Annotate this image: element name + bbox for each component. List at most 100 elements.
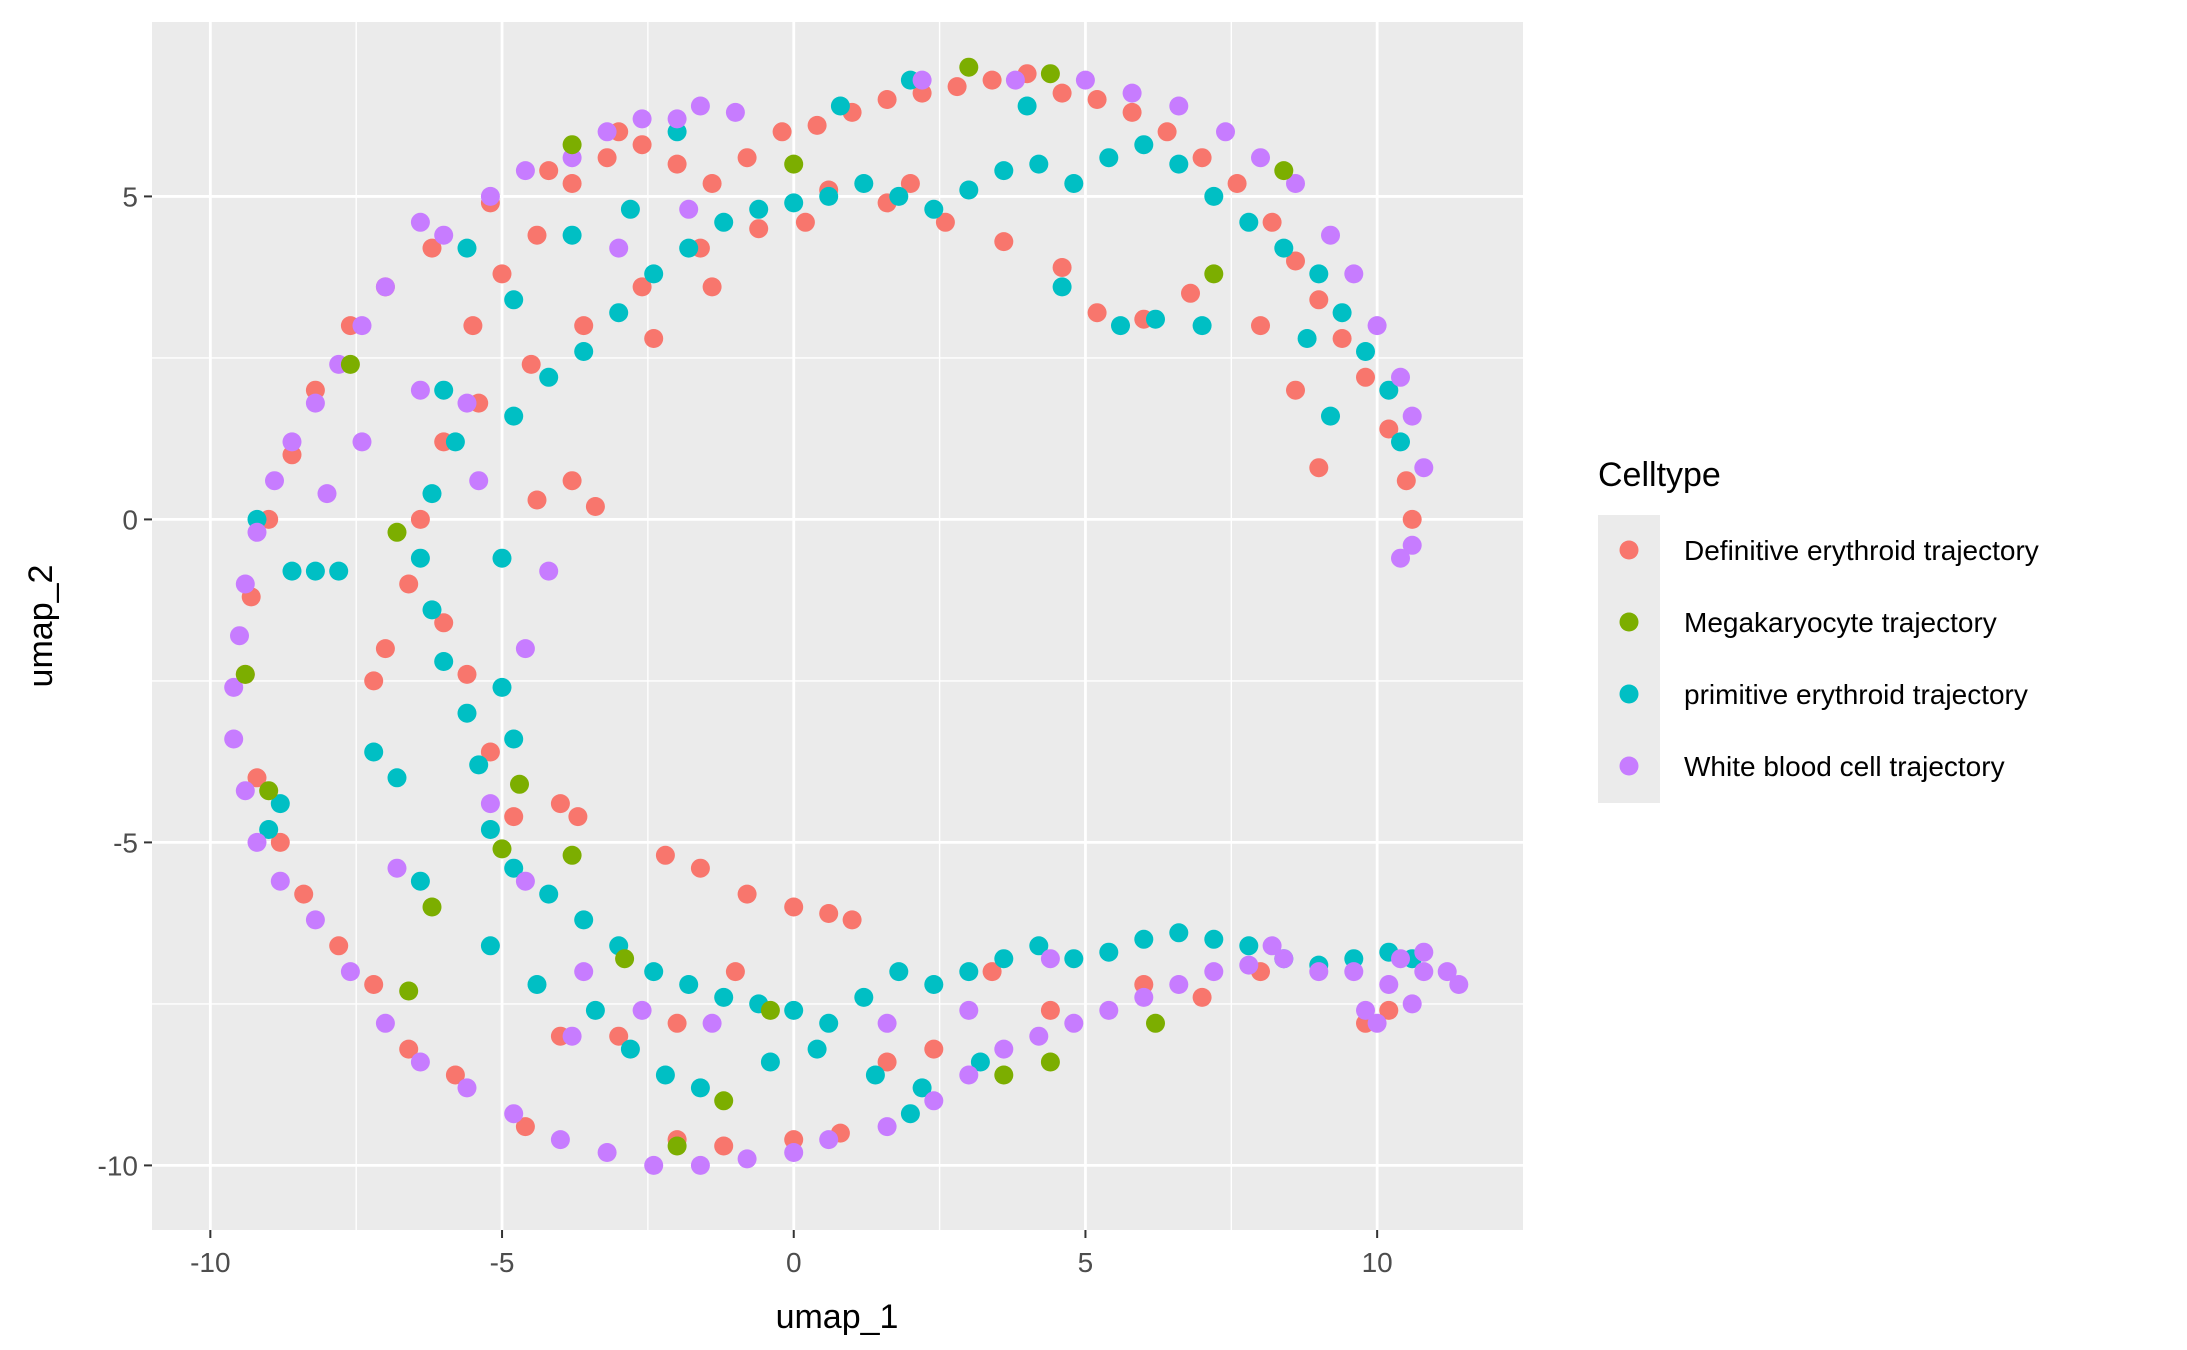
data-point [959, 962, 979, 982]
data-point [515, 639, 535, 659]
data-point [539, 161, 559, 181]
data-point [434, 225, 454, 245]
data-point [784, 154, 804, 174]
data-point [1391, 432, 1410, 452]
data-point [1286, 380, 1305, 400]
data-point [784, 1000, 804, 1020]
data-point [457, 393, 477, 413]
data-points [224, 57, 1469, 1175]
data-point [1402, 994, 1422, 1014]
data-point [1402, 535, 1422, 555]
series-definitive-erythroid-trajectory [235, 64, 1422, 1156]
data-point [1064, 949, 1084, 969]
data-point [282, 561, 302, 581]
data-point [1356, 367, 1375, 387]
data-point [527, 975, 547, 994]
data-point [1134, 987, 1154, 1007]
data-point [900, 1104, 920, 1124]
data-point [445, 432, 465, 452]
x-tick-label: 5 [1078, 1247, 1094, 1278]
legend-label: primitive erythroid trajectory [1684, 679, 2028, 710]
data-point [504, 406, 524, 426]
legend-key-background [1598, 515, 1660, 803]
data-point [1040, 949, 1060, 969]
data-point [1309, 290, 1329, 310]
data-point [1391, 367, 1410, 387]
data-point [889, 962, 909, 982]
data-point [1286, 174, 1305, 193]
y-tick-label: -10 [98, 1150, 138, 1181]
data-point [609, 1026, 629, 1046]
data-point [1262, 936, 1282, 956]
data-point [1379, 1000, 1399, 1020]
data-point [784, 1143, 804, 1162]
data-point [387, 768, 407, 788]
data-point [492, 264, 512, 284]
data-point [690, 1155, 710, 1175]
data-point [1040, 1052, 1060, 1072]
data-point [1379, 380, 1399, 400]
data-point [235, 664, 255, 684]
data-point [1402, 509, 1422, 529]
data-point [690, 858, 710, 878]
data-point [947, 77, 967, 97]
plot-panel [152, 22, 1523, 1230]
data-point [469, 471, 489, 491]
data-point [574, 910, 594, 930]
data-point [562, 845, 582, 865]
data-point [982, 962, 1002, 982]
data-point [1040, 64, 1060, 84]
data-point [632, 135, 652, 155]
data-point [247, 832, 267, 852]
data-point [807, 115, 827, 135]
data-point [1227, 174, 1247, 193]
data-point [224, 677, 244, 697]
data-point [469, 755, 489, 775]
data-point [1052, 258, 1072, 277]
data-point [364, 742, 384, 762]
data-point [632, 1000, 652, 1020]
x-tick-label: 10 [1362, 1247, 1393, 1278]
data-point [1134, 929, 1154, 949]
data-point [1356, 1000, 1375, 1020]
data-point [935, 212, 955, 232]
data-point [504, 807, 524, 827]
data-point [259, 820, 279, 839]
data-point [1075, 70, 1095, 90]
data-point [399, 574, 419, 594]
data-point [1204, 264, 1224, 284]
data-point [1414, 458, 1434, 478]
data-point [1274, 161, 1294, 181]
y-tick-label: 5 [122, 181, 138, 212]
legend-key [1619, 540, 1639, 560]
data-point [667, 109, 687, 129]
data-point [620, 1039, 640, 1059]
data-point [632, 277, 652, 297]
data-point [480, 820, 500, 839]
data-point [795, 212, 815, 232]
data-point [877, 90, 897, 109]
data-point [1134, 135, 1154, 155]
data-point [410, 871, 430, 891]
data-point [644, 264, 664, 284]
data-point [492, 839, 512, 859]
data-point [1146, 1013, 1165, 1033]
data-point [562, 225, 582, 245]
data-point [340, 354, 360, 374]
data-point [1309, 962, 1329, 982]
data-point [410, 548, 430, 568]
data-point [340, 962, 360, 982]
data-point [667, 1013, 687, 1033]
data-point [457, 664, 477, 684]
data-point [1146, 309, 1165, 329]
data-point [924, 1039, 944, 1059]
data-point [1274, 949, 1294, 969]
data-point [912, 70, 932, 90]
x-axis-title: umap_1 [776, 1298, 899, 1336]
data-point [265, 471, 284, 491]
data-point [819, 904, 839, 923]
data-point [714, 987, 734, 1007]
data-point [364, 671, 384, 691]
data-point [737, 1149, 757, 1169]
data-point [463, 316, 483, 336]
